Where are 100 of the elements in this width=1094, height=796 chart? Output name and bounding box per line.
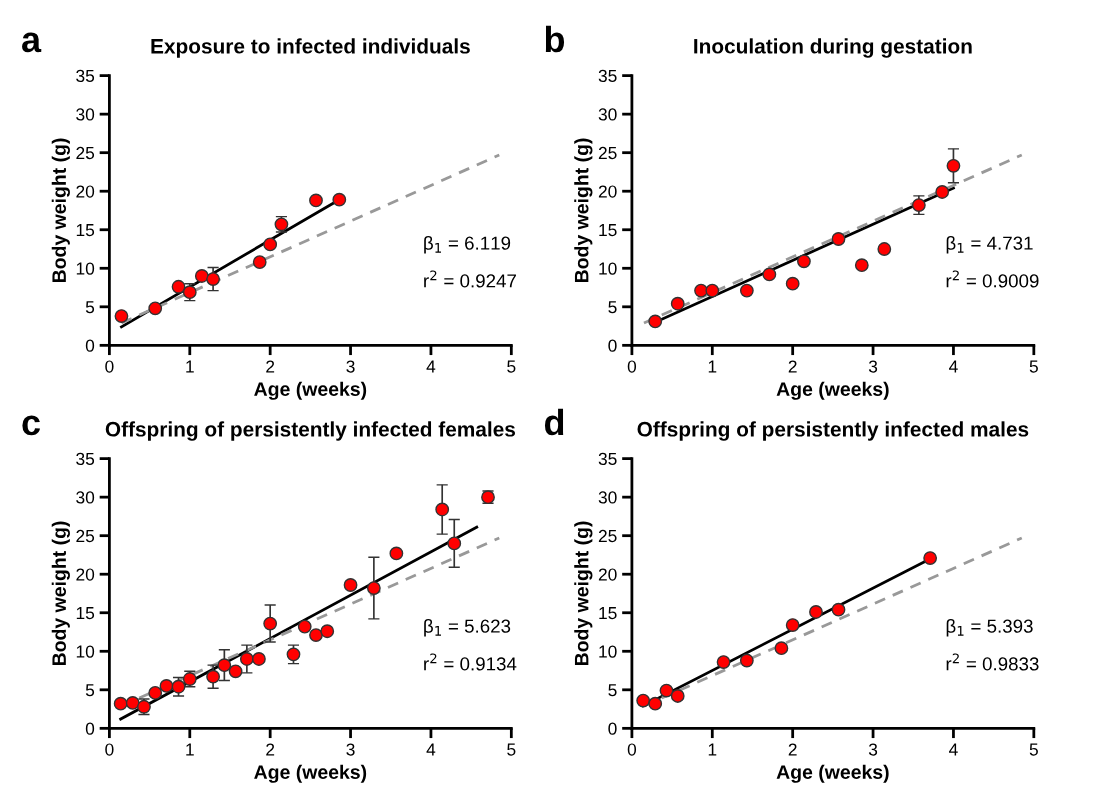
chart-title: Offspring of persistently infected males <box>637 421 1029 441</box>
y-tick-label: 30 <box>76 108 95 121</box>
y-tick-label: 15 <box>599 224 617 237</box>
y-tick-label: 30 <box>598 491 617 504</box>
point <box>935 185 950 199</box>
x-tick-label: 4 <box>949 743 958 756</box>
y-tick-label: 15 <box>599 607 617 620</box>
point <box>297 619 312 634</box>
point <box>648 696 663 711</box>
point <box>435 502 450 517</box>
x-axis-title: Age (weeks) <box>254 764 367 783</box>
y-axis-title: Body weight (g) <box>574 521 593 666</box>
y-tick-label: 5 <box>608 301 617 314</box>
x-tick-label: 0 <box>627 360 637 373</box>
y-tick-label: 20 <box>76 185 95 198</box>
x-tick-label: 1 <box>708 360 717 373</box>
annotation: β$_{1}$ = 4.731 <box>946 236 1033 254</box>
x-tick-label: 0 <box>105 743 114 756</box>
point <box>831 602 846 617</box>
point <box>263 616 278 631</box>
point <box>447 536 462 551</box>
annotation: β$_{1}$ = 5.623 <box>424 619 511 637</box>
y-tick-label: 0 <box>85 339 95 352</box>
point <box>739 283 754 298</box>
point <box>171 279 186 294</box>
y-tick-label: 35 <box>598 452 617 466</box>
x-tick-label: 3 <box>868 360 878 373</box>
y-tick-label: 0 <box>608 722 617 735</box>
y-tick-label: 15 <box>76 224 95 237</box>
chart-title: Inoculation during gestation <box>694 38 972 58</box>
point <box>159 679 174 693</box>
point <box>320 624 335 639</box>
point <box>309 628 323 643</box>
y-tick-label: 30 <box>76 491 95 504</box>
point <box>636 693 651 708</box>
y-tick-label: 10 <box>599 645 617 658</box>
chart-title: Exposure to infected individuals <box>151 38 470 58</box>
point <box>389 546 404 561</box>
x-tick-label: 3 <box>346 743 355 756</box>
point <box>739 653 754 668</box>
y-tick-label: 10 <box>599 262 617 275</box>
x-tick-label: 0 <box>627 743 637 756</box>
y-tick-label: 20 <box>598 185 617 198</box>
x-axis-title: Age (weeks) <box>254 381 367 400</box>
x-tick-label: 5 <box>507 743 516 756</box>
point <box>148 301 163 316</box>
x-tick-label: 4 <box>426 743 436 756</box>
annotation: r$^{2}$ = 0.9134 <box>424 653 517 671</box>
point <box>797 254 811 269</box>
point <box>716 655 731 669</box>
x-tick-label: 5 <box>507 360 516 373</box>
y-tick-label: 25 <box>598 146 617 160</box>
x-axis-title: Age (weeks) <box>776 764 889 783</box>
y-tick-label: 15 <box>76 607 95 620</box>
x-tick-label: 2 <box>266 743 275 756</box>
x-tick-label: 2 <box>266 360 275 373</box>
y-tick-label: 20 <box>598 568 617 581</box>
y-tick-label: 35 <box>76 452 95 466</box>
point <box>705 283 720 298</box>
y-tick-label: 35 <box>598 69 617 83</box>
chart-title: Offspring of persistently infected females <box>105 421 516 441</box>
point <box>809 605 823 619</box>
x-tick-label: 4 <box>949 360 958 373</box>
y-tick-label: 5 <box>85 301 95 314</box>
point <box>366 581 381 595</box>
annotation: r$^{2}$ = 0.9009 <box>946 270 1039 288</box>
x-tick-label: 5 <box>1029 360 1038 373</box>
y-tick-label: 10 <box>76 262 95 275</box>
point <box>648 314 663 329</box>
y-axis-title: Body weight (g) <box>51 521 70 666</box>
point <box>670 689 685 703</box>
point <box>854 258 869 273</box>
annotation: β$_{1}$ = 6.119 <box>424 236 511 254</box>
point <box>114 309 129 323</box>
point <box>263 237 278 252</box>
annotation: β$_{1}$ = 5.393 <box>946 619 1033 637</box>
y-tick-label: 35 <box>76 69 95 83</box>
y-tick-label: 20 <box>76 568 95 581</box>
point <box>785 618 800 632</box>
x-tick-label: 1 <box>186 743 194 756</box>
point <box>659 683 674 698</box>
point <box>923 551 938 565</box>
point <box>252 652 266 666</box>
x-tick-label: 2 <box>788 360 797 373</box>
text: b <box>545 25 565 53</box>
point <box>694 283 708 298</box>
point <box>946 158 961 173</box>
y-axis-title: Body weight (g) <box>574 138 593 283</box>
y-tick-label: 25 <box>76 529 95 543</box>
x-tick-label: 1 <box>708 743 717 756</box>
point <box>762 267 777 282</box>
point <box>206 272 221 286</box>
point <box>148 685 163 700</box>
point <box>113 696 128 711</box>
x-tick-label: 0 <box>105 360 114 373</box>
point <box>309 193 323 208</box>
x-tick-label: 2 <box>788 743 797 756</box>
point <box>332 192 347 207</box>
point <box>785 276 800 291</box>
y-tick-label: 25 <box>76 146 95 160</box>
